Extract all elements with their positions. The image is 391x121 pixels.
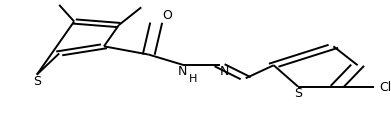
Text: Cl: Cl [379,81,391,94]
Text: S: S [33,75,41,88]
Text: H: H [189,74,198,84]
Text: N: N [219,65,229,78]
Text: O: O [162,9,172,22]
Text: S: S [294,87,302,99]
Text: N: N [178,65,187,78]
